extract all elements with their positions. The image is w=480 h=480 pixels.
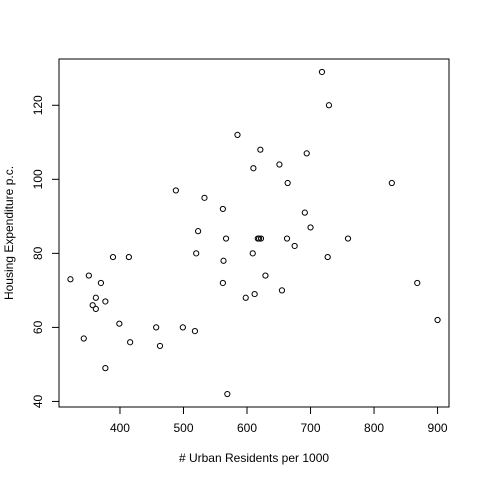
data-point <box>291 242 298 250</box>
data-point <box>242 294 249 301</box>
data-point <box>153 324 160 331</box>
data-point <box>97 279 105 287</box>
y-axis: 40 60 80 100 120 <box>31 95 59 408</box>
y-tick-label: 80 <box>31 246 45 260</box>
data-point <box>220 257 227 264</box>
y-axis-label: Housing Expenditure p.c. <box>2 166 16 300</box>
y-tick-label: 60 <box>31 320 45 334</box>
data-point <box>102 365 109 372</box>
data-point <box>219 279 226 287</box>
data-point <box>283 235 291 242</box>
data-point <box>303 150 310 157</box>
data-point <box>234 131 241 138</box>
x-axis: 400 500 600 700 800 900 <box>110 407 448 435</box>
data-point <box>92 305 99 312</box>
x-tick-label: 500 <box>173 421 193 435</box>
x-tick-label: 400 <box>110 421 130 435</box>
data-point <box>434 316 441 324</box>
x-tick-label: 600 <box>237 421 257 435</box>
data-point <box>344 235 352 242</box>
data-point <box>255 235 263 242</box>
data-point <box>201 194 208 201</box>
x-axis-label: # Urban Residents per 1000 <box>179 451 329 465</box>
data-point <box>251 290 258 298</box>
data-point <box>156 342 164 350</box>
data-point <box>102 298 109 305</box>
data-point <box>414 279 421 287</box>
data-point <box>257 146 264 153</box>
data-point <box>222 235 230 242</box>
data-point <box>278 287 286 294</box>
data-point <box>257 235 265 242</box>
x-tick-label: 900 <box>428 421 448 435</box>
data-point <box>80 335 87 342</box>
data-point <box>307 224 314 231</box>
data-point <box>224 390 231 398</box>
data-point <box>125 253 132 261</box>
data-point <box>193 250 200 257</box>
data-point <box>195 228 202 235</box>
y-tick-label: 120 <box>31 95 45 115</box>
data-point <box>276 161 283 168</box>
data-point <box>219 205 226 213</box>
data-point <box>284 179 291 187</box>
x-tick-label: 800 <box>364 421 384 435</box>
data-point <box>250 165 257 172</box>
data-point <box>109 253 117 261</box>
plot-frame <box>58 58 450 408</box>
data-point <box>325 102 333 109</box>
data-point <box>172 187 179 194</box>
data-point <box>116 320 123 327</box>
data-point <box>67 276 74 283</box>
data-point <box>262 272 269 279</box>
data-point <box>301 209 308 216</box>
y-tick-label: 40 <box>31 394 45 408</box>
data-point <box>179 324 186 331</box>
data-point <box>89 302 96 309</box>
data-point <box>92 294 99 301</box>
data-point <box>191 328 199 335</box>
data-point <box>324 253 331 261</box>
data-point <box>318 68 326 76</box>
y-tick-label: 100 <box>31 169 45 189</box>
data-point <box>388 179 395 187</box>
data-points <box>67 68 441 398</box>
data-point <box>249 250 256 257</box>
data-point <box>85 272 92 279</box>
x-tick-label: 700 <box>301 421 321 435</box>
data-point <box>127 339 134 346</box>
